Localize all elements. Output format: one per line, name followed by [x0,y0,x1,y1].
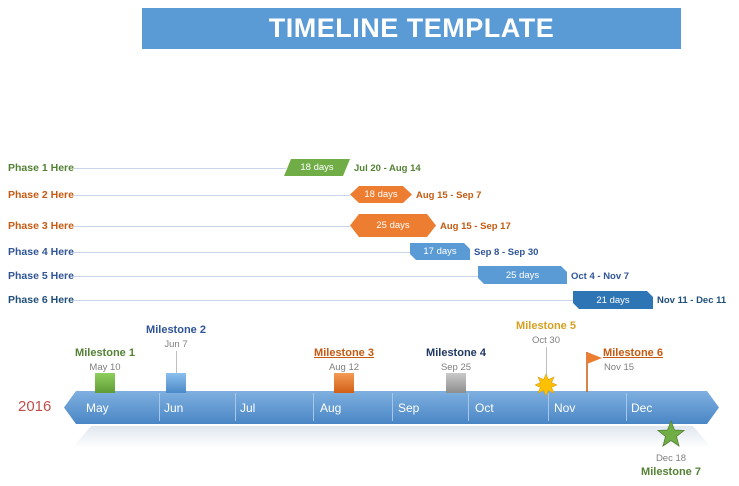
page-title: TIMELINE TEMPLATE [142,8,681,49]
phase-label: Phase 3 Here [8,220,74,232]
month-label: Nov [554,401,576,415]
milestone-4-square-icon[interactable] [446,373,466,393]
milestone-date: Aug 12 [328,362,360,373]
phase-label: Phase 1 Here [8,162,74,174]
milestone-date: Jun 7 [164,339,188,350]
phase-bar[interactable]: 18 days [350,186,412,203]
phase-label: Phase 4 Here [8,246,74,258]
month-label: Jul [240,401,256,415]
milestone-1-square-icon[interactable] [95,373,115,393]
milestone-6-flag-icon[interactable] [585,350,605,392]
milestone-date: Sep 25 [440,362,472,373]
milestone-title: Milestone 2 [146,324,206,336]
month-label: Dec [631,401,653,415]
phase-guide-line [74,226,350,227]
phase-guide-line [74,252,410,253]
phase-bar[interactable]: 17 days [410,243,470,260]
milestone-date: Oct 30 [532,335,560,346]
phase-bar[interactable]: 18 days [284,159,350,176]
phase-bar[interactable]: 25 days [350,214,436,237]
timeline-axis [64,391,719,424]
month-divider [468,393,469,421]
month-divider [626,393,627,421]
milestone-5-starburst-icon[interactable] [535,374,557,396]
axis-shadow [72,426,712,448]
milestone-2-square-icon[interactable] [166,373,186,393]
month-divider [159,393,160,421]
phase-label: Phase 6 Here [8,294,74,306]
milestone-stem [546,347,547,375]
milestone-title: Milestone 1 [75,347,135,359]
phase-guide-line [74,276,478,277]
phase-guide-line [74,168,286,169]
phase-guide-line [74,300,574,301]
phase-label: Phase 2 Here [8,189,74,201]
milestone-7-star-icon[interactable] [657,420,685,448]
milestone-title: Milestone 5 [516,320,576,332]
milestone-date: Dec 18 [655,453,687,464]
phase-bar[interactable]: 25 days [478,266,567,284]
phase-bar[interactable]: 21 days [573,291,653,309]
phase-dates: Sep 8 - Sep 30 [474,247,539,258]
milestone-date: Nov 15 [603,362,635,373]
month-label: Aug [320,401,342,415]
milestone-3-square-icon[interactable] [334,373,354,393]
month-divider [548,393,549,421]
milestone-stem [176,351,177,373]
month-label: May [86,401,109,415]
phase-dates: Oct 4 - Nov 7 [571,271,630,282]
milestone-date: May 10 [89,362,121,373]
month-divider [235,393,236,421]
phase-dates: Nov 11 - Dec 11 [657,295,727,306]
milestone-title: Milestone 7 [641,466,701,478]
phase-guide-line [74,195,350,196]
month-divider [392,393,393,421]
milestone-title: Milestone 3 [314,347,374,359]
month-divider [313,393,314,421]
month-label: Jun [164,401,184,415]
year-label: 2016 [18,398,52,415]
month-label: Sep [398,401,420,415]
phase-dates: Aug 15 - Sep 7 [416,190,482,201]
phase-label: Phase 5 Here [8,270,74,282]
milestone-title: Milestone 6 [603,347,663,359]
month-label: Oct [475,401,494,415]
phase-dates: Jul 20 - Aug 14 [354,163,421,174]
phase-dates: Aug 15 - Sep 17 [440,221,511,232]
milestone-title: Milestone 4 [426,347,486,359]
